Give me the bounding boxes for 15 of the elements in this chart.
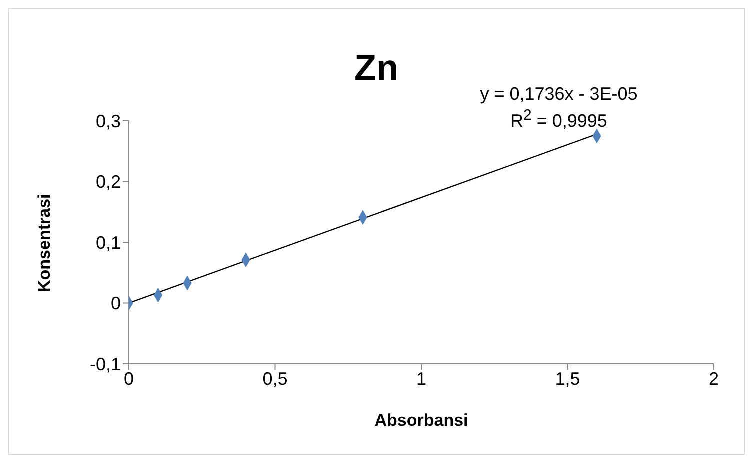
annotation: R$^{2}$ = 0,9995 — [510, 106, 608, 132]
x-axis-title: Absorbansi — [374, 411, 468, 430]
x-tick-label: 2 — [708, 368, 720, 389]
y-tick-label: 0,3 — [96, 111, 121, 132]
x-tick-label: 1 — [416, 368, 427, 389]
text: y = 0,1736x - 3E-05 — [479, 83, 639, 105]
y-tick-label: -0,1 — [90, 354, 121, 374]
x-tick-label: 0,5 — [262, 368, 288, 389]
y-axis-title: Konsentrasi — [35, 194, 54, 292]
x-tick-label: 0 — [124, 368, 134, 389]
y-tick-label: 0,2 — [96, 172, 121, 192]
x-tick-label: 1,5 — [555, 368, 580, 389]
y-tick-label: 0,1 — [96, 232, 121, 253]
y-tick-label: 0 — [110, 294, 121, 314]
chart-title: Zn — [354, 47, 398, 88]
